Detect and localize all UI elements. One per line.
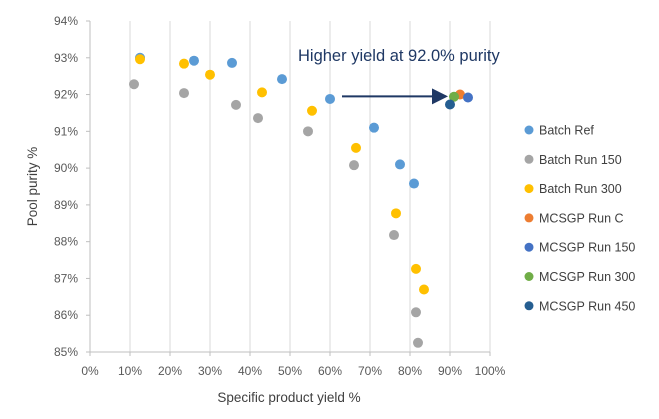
data-point-batch-run-300 [135, 54, 145, 65]
x-tick-label: 20% [158, 364, 182, 378]
y-axis-title: Pool purity % [25, 147, 40, 227]
data-point-batch-run-300 [205, 69, 215, 80]
data-point-mcsgp-run-150 [463, 92, 473, 103]
data-point-batch-run-150 [349, 160, 359, 171]
data-point-batch-ref [395, 159, 405, 170]
legend-label-mcsgp-run-150: MCSGP Run 150 [539, 241, 635, 255]
data-point-batch-run-150 [411, 307, 421, 318]
y-tick-label: 89% [54, 198, 78, 212]
data-points [129, 52, 473, 348]
legend-marker-batch-ref [524, 125, 534, 135]
data-point-batch-run-150 [413, 337, 423, 348]
legend-marker-batch-run-150 [524, 154, 534, 164]
data-point-batch-run-150 [253, 113, 263, 124]
x-tick-label: 60% [318, 364, 342, 378]
legend: Batch Ref Batch Run 150 Batch Run 300 MCSGP… [524, 124, 635, 313]
x-tick-label: 80% [398, 364, 422, 378]
legend-label-mcsgp-run-450: MCSGP Run 450 [539, 299, 635, 313]
legend-label-batch-ref: Batch Ref [539, 124, 594, 138]
data-point-batch-run-300 [307, 105, 317, 116]
y-tick-label: 85% [54, 345, 78, 359]
data-point-batch-run-300 [411, 263, 421, 274]
data-point-batch-run-150 [179, 88, 189, 99]
x-tick-label: 40% [238, 364, 262, 378]
data-point-batch-run-300 [391, 208, 401, 219]
data-point-batch-run-300 [257, 87, 267, 98]
data-point-batch-run-150 [129, 79, 139, 90]
gridlines [129, 21, 491, 352]
data-point-mcsgp-run-450 [445, 99, 455, 110]
x-tick-label: 10% [118, 364, 142, 378]
y-tick-label: 94% [54, 14, 78, 28]
x-tick-label: 70% [358, 364, 382, 378]
data-point-mcsgp-run-300 [449, 91, 459, 102]
legend-marker-mcsgp-run-450 [524, 301, 534, 311]
legend-label-batch-run-150: Batch Run 150 [539, 153, 622, 167]
x-tick-label: 0% [81, 364, 99, 378]
legend-marker-mcsgp-run-150 [524, 242, 534, 252]
legend-label-batch-run-300: Batch Run 300 [539, 182, 622, 196]
axes [86, 20, 491, 356]
y-tick-label: 86% [54, 308, 78, 322]
data-point-batch-run-300 [179, 58, 189, 69]
data-point-batch-run-300 [419, 284, 429, 295]
y-tick-label: 88% [54, 235, 78, 249]
legend-marker-mcsgp-run-c [524, 213, 534, 223]
y-tick-label: 91% [54, 124, 78, 138]
annotation-text: Higher yield at 92.0% purity [298, 47, 501, 65]
data-point-batch-ref [409, 178, 419, 189]
data-point-batch-ref [277, 74, 287, 85]
y-tick-label: 87% [54, 271, 78, 285]
x-tick-label: 90% [438, 364, 462, 378]
data-point-batch-ref [189, 55, 199, 66]
legend-marker-batch-run-300 [524, 184, 534, 194]
y-tick-label: 90% [54, 161, 78, 175]
x-tick-label: 100% [475, 364, 506, 378]
y-tick-label: 93% [54, 51, 78, 65]
x-axis-title: Specific product yield % [217, 390, 360, 405]
y-tick-label: 92% [54, 88, 78, 102]
legend-label-mcsgp-run-300: MCSGP Run 300 [539, 270, 635, 284]
tick-labels: 0% 10% 20% 30% 40% 50% 60% 70% 80% 90% 100% 85% 86% 8… [54, 14, 506, 378]
data-point-batch-ref [227, 57, 237, 68]
data-point-batch-ref [325, 93, 335, 104]
data-point-batch-run-300 [351, 142, 361, 153]
legend-label-mcsgp-run-c: MCSGP Run C [539, 211, 624, 225]
legend-marker-mcsgp-run-300 [524, 272, 534, 281]
x-tick-label: 50% [278, 364, 302, 378]
data-point-batch-run-150 [389, 230, 399, 241]
data-point-batch-run-150 [303, 126, 313, 137]
data-point-batch-ref [369, 122, 379, 133]
x-tick-label: 30% [198, 364, 222, 378]
data-point-batch-run-150 [231, 99, 241, 110]
